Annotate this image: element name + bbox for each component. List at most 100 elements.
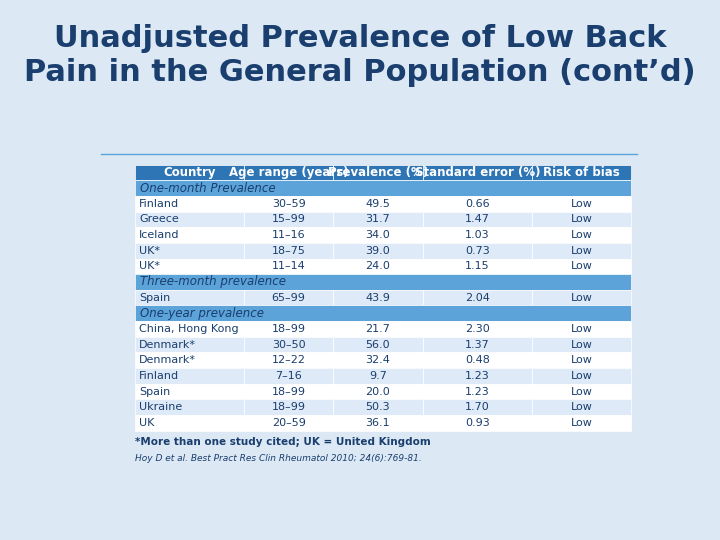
Bar — [532, 243, 631, 259]
Bar — [333, 400, 423, 415]
Bar — [532, 400, 631, 415]
Bar — [333, 243, 423, 259]
Bar — [244, 243, 333, 259]
Text: 2.30: 2.30 — [465, 324, 490, 334]
Text: Iceland: Iceland — [139, 230, 179, 240]
Bar — [333, 384, 423, 400]
Text: 0.73: 0.73 — [465, 246, 490, 255]
Bar — [532, 415, 631, 431]
Bar — [333, 415, 423, 431]
Bar — [135, 290, 244, 306]
Bar — [423, 227, 532, 243]
Bar — [333, 165, 423, 180]
Bar — [423, 212, 532, 227]
Text: Low: Low — [571, 246, 593, 255]
Bar — [135, 415, 244, 431]
Text: 34.0: 34.0 — [366, 230, 390, 240]
Text: Low: Low — [571, 340, 593, 349]
Bar — [333, 353, 423, 368]
Text: UK*: UK* — [139, 261, 160, 271]
Text: 18–99: 18–99 — [271, 402, 305, 412]
Bar — [135, 243, 244, 259]
Text: Low: Low — [571, 387, 593, 396]
Text: UK*: UK* — [139, 246, 160, 255]
Bar — [135, 274, 631, 290]
Text: 1.23: 1.23 — [465, 371, 490, 381]
Bar — [135, 321, 244, 337]
Bar — [244, 353, 333, 368]
Bar — [333, 321, 423, 337]
Bar — [423, 165, 532, 180]
Text: 56.0: 56.0 — [366, 340, 390, 349]
Text: 18–99: 18–99 — [271, 324, 305, 334]
Text: Spain: Spain — [139, 387, 171, 396]
Bar — [423, 337, 532, 353]
Bar — [135, 368, 244, 384]
Text: Low: Low — [571, 355, 593, 365]
Bar — [244, 415, 333, 431]
Bar — [135, 196, 244, 212]
Text: Spain: Spain — [139, 293, 171, 302]
Bar — [135, 212, 244, 227]
Text: Low: Low — [571, 293, 593, 302]
Bar — [135, 353, 244, 368]
Bar — [135, 259, 244, 274]
Text: 0.66: 0.66 — [465, 199, 490, 209]
Bar — [423, 243, 532, 259]
Text: Low: Low — [571, 371, 593, 381]
Text: Standard error (%): Standard error (%) — [415, 166, 540, 179]
Bar — [244, 400, 333, 415]
Text: 20–59: 20–59 — [271, 418, 305, 428]
Bar — [532, 196, 631, 212]
Bar — [333, 259, 423, 274]
Bar — [244, 368, 333, 384]
Bar — [244, 337, 333, 353]
Bar — [135, 306, 631, 321]
Bar — [244, 384, 333, 400]
Bar — [333, 290, 423, 306]
Text: 18–99: 18–99 — [271, 387, 305, 396]
Bar — [532, 321, 631, 337]
Text: 18–75: 18–75 — [271, 246, 305, 255]
Text: 36.1: 36.1 — [366, 418, 390, 428]
Text: 31.7: 31.7 — [366, 214, 390, 225]
Text: 1.47: 1.47 — [465, 214, 490, 225]
Text: 9.7: 9.7 — [369, 371, 387, 381]
Bar — [532, 337, 631, 353]
Text: Prevalence (%): Prevalence (%) — [328, 166, 428, 179]
Text: 20.0: 20.0 — [366, 387, 390, 396]
Bar — [423, 196, 532, 212]
Text: 11–16: 11–16 — [271, 230, 305, 240]
Bar — [532, 212, 631, 227]
Bar — [333, 212, 423, 227]
Text: Low: Low — [571, 261, 593, 271]
Bar — [423, 353, 532, 368]
Text: Greece: Greece — [139, 214, 179, 225]
Bar — [244, 227, 333, 243]
Text: 32.4: 32.4 — [366, 355, 390, 365]
Bar — [423, 290, 532, 306]
Text: 15–99: 15–99 — [271, 214, 305, 225]
Bar — [135, 165, 244, 180]
Text: 1.03: 1.03 — [465, 230, 490, 240]
Text: Low: Low — [571, 418, 593, 428]
Text: 1.37: 1.37 — [465, 340, 490, 349]
Bar — [244, 321, 333, 337]
Text: Country: Country — [163, 166, 215, 179]
Bar — [244, 196, 333, 212]
Text: One-month Prevalence: One-month Prevalence — [140, 181, 276, 194]
Text: 1.23: 1.23 — [465, 387, 490, 396]
Text: 1.15: 1.15 — [465, 261, 490, 271]
Text: 2.04: 2.04 — [465, 293, 490, 302]
Bar — [532, 259, 631, 274]
Text: Hoy D et al. Best Pract Res Clin Rheumatol 2010; 24(6):769-81.: Hoy D et al. Best Pract Res Clin Rheumat… — [135, 454, 421, 463]
Bar — [532, 368, 631, 384]
Bar — [423, 400, 532, 415]
Text: Low: Low — [571, 214, 593, 225]
Bar — [244, 212, 333, 227]
Bar — [135, 180, 631, 196]
Text: 21.7: 21.7 — [366, 324, 390, 334]
Bar — [333, 337, 423, 353]
Bar — [532, 290, 631, 306]
Bar — [532, 165, 631, 180]
